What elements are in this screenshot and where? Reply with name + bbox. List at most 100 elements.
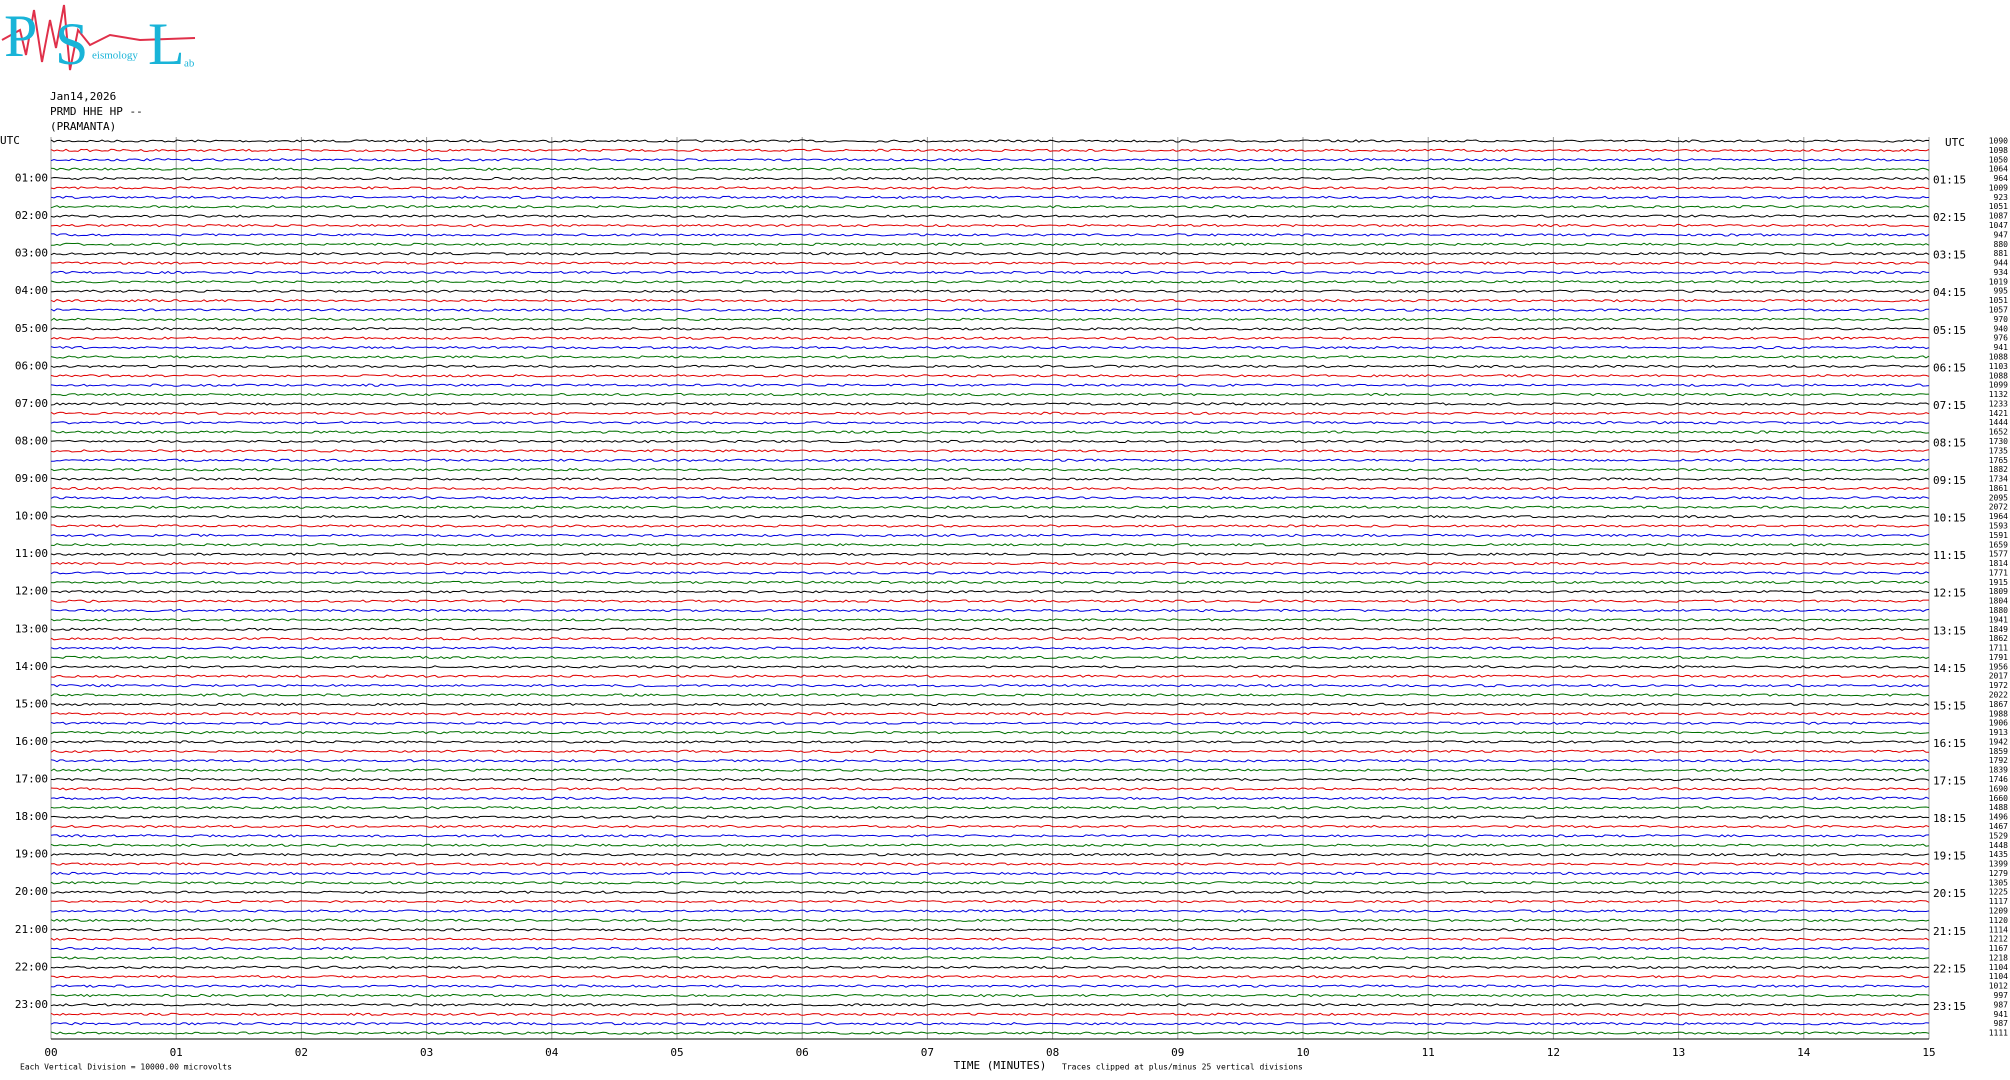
trace-value: 1804 xyxy=(1989,597,2008,606)
hour-label: 08:15 xyxy=(1933,436,1966,449)
trace-value: 2017 xyxy=(1989,672,2008,681)
hour-label: 01:00 xyxy=(15,172,48,185)
trace-value: 2095 xyxy=(1989,493,2008,502)
header-line: Jan14,2026 xyxy=(50,90,116,103)
hour-label: 01:15 xyxy=(1933,174,1966,187)
trace-value: 1209 xyxy=(1989,906,2008,915)
trace xyxy=(50,881,1930,885)
hour-label: 15:00 xyxy=(15,697,48,710)
trace xyxy=(51,524,1930,528)
trace-value: 1792 xyxy=(1989,756,2008,765)
trace xyxy=(50,946,1930,951)
trace-value: 947 xyxy=(1994,230,2009,239)
trace xyxy=(50,486,1930,491)
trace xyxy=(50,514,1930,519)
trace-value: 1305 xyxy=(1989,878,2008,887)
trace-value: 1090 xyxy=(1989,137,2008,146)
x-label: TIME (MINUTES) xyxy=(954,1059,1047,1072)
trace xyxy=(50,843,1930,847)
trace-value: 880 xyxy=(1994,240,2009,249)
trace xyxy=(50,1003,1930,1007)
footer-right: Traces clipped at plus/minus 25 vertical… xyxy=(1062,1063,1303,1072)
trace-value: 1279 xyxy=(1989,869,2008,878)
trace-value: 1711 xyxy=(1989,644,2008,653)
trace xyxy=(50,392,1930,397)
trace-value: 1660 xyxy=(1989,794,2008,803)
trace xyxy=(50,608,1930,613)
trace-value: 1791 xyxy=(1989,653,2008,662)
trace xyxy=(50,777,1930,782)
trace xyxy=(50,824,1930,829)
hour-label: 10:15 xyxy=(1933,512,1966,525)
trace-value: 1839 xyxy=(1989,766,2008,775)
trace xyxy=(50,205,1930,209)
x-tick-label: 14 xyxy=(1797,1046,1811,1059)
trace-value: 1009 xyxy=(1989,183,2008,192)
trace-value: 1087 xyxy=(1989,212,2008,221)
footer-left: Each Vertical Division = 10000.00 microv… xyxy=(20,1063,232,1072)
trace xyxy=(50,806,1930,810)
trace-value: 1906 xyxy=(1989,719,2008,728)
hour-label: 21:00 xyxy=(15,923,48,936)
trace xyxy=(50,167,1930,171)
hour-label: 15:15 xyxy=(1933,699,1966,712)
x-tick-label: 10 xyxy=(1296,1046,1309,1059)
hour-label: 06:15 xyxy=(1933,361,1966,374)
trace-value: 1057 xyxy=(1989,306,2008,315)
trace-value: 1212 xyxy=(1989,935,2008,944)
trace xyxy=(50,599,1929,603)
trace xyxy=(50,768,1930,772)
trace-value: 1988 xyxy=(1989,709,2008,718)
hour-label: 14:15 xyxy=(1933,662,1966,675)
trace-value: 1972 xyxy=(1989,681,2008,690)
trace xyxy=(50,327,1930,331)
trace xyxy=(50,233,1930,237)
trace-value: 1814 xyxy=(1989,559,2008,568)
trace xyxy=(50,364,1930,369)
trace xyxy=(50,928,1930,932)
trace xyxy=(50,975,1930,979)
trace xyxy=(50,496,1930,500)
trace xyxy=(50,449,1930,453)
trace-value: 923 xyxy=(1994,193,2009,202)
trace-value: 1859 xyxy=(1989,747,2008,756)
hour-label: 09:00 xyxy=(15,472,48,485)
trace-value: 940 xyxy=(1994,324,2009,333)
trace xyxy=(50,796,1930,800)
trace-value: 2072 xyxy=(1989,503,2008,512)
trace-value: 1964 xyxy=(1989,512,2008,521)
hour-label: 22:00 xyxy=(15,960,48,973)
trace-value: 1941 xyxy=(1989,615,2008,624)
trace xyxy=(50,158,1930,162)
trace-value: 1765 xyxy=(1989,456,2008,465)
trace xyxy=(50,984,1930,988)
hour-label: 12:00 xyxy=(15,585,48,598)
trace-value: 1591 xyxy=(1989,531,2008,540)
trace xyxy=(50,871,1930,876)
trace xyxy=(50,787,1930,791)
trace xyxy=(50,815,1930,819)
trace xyxy=(50,852,1930,857)
trace xyxy=(50,505,1930,509)
hour-label: 16:00 xyxy=(15,735,48,748)
hour-label: 18:15 xyxy=(1933,812,1966,825)
trace xyxy=(50,702,1930,707)
hour-label: 23:00 xyxy=(15,998,48,1011)
trace-value: 1114 xyxy=(1989,925,2008,934)
trace xyxy=(50,430,1930,434)
trace xyxy=(50,214,1930,218)
hour-label: 03:15 xyxy=(1933,249,1966,262)
hour-label: 20:00 xyxy=(15,885,48,898)
trace xyxy=(50,749,1930,753)
trace-value: 1088 xyxy=(1989,371,2008,380)
trace xyxy=(50,467,1930,472)
hour-label: 04:00 xyxy=(15,284,48,297)
hour-label: 08:00 xyxy=(15,434,48,447)
trace xyxy=(50,693,1930,697)
trace xyxy=(50,411,1930,415)
trace-value: 1467 xyxy=(1989,822,2008,831)
trace xyxy=(50,402,1930,406)
trace xyxy=(50,195,1930,200)
trace-value: 1104 xyxy=(1989,963,2008,972)
